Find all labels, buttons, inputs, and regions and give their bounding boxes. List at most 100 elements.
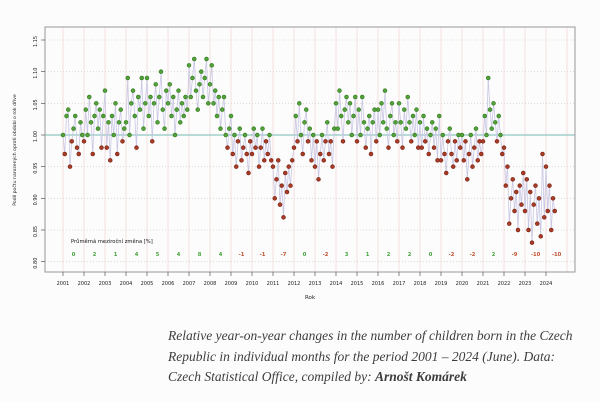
avg-change-value: 2 (387, 252, 391, 258)
data-point (92, 113, 97, 119)
data-point (412, 132, 418, 138)
data-point (368, 151, 374, 157)
x-tick-label: 2004 (120, 281, 133, 287)
data-point (64, 113, 69, 119)
data-point (344, 94, 349, 100)
trend-line (62, 58, 556, 243)
data-point (276, 158, 281, 163)
data-point (400, 145, 405, 150)
data-point (386, 145, 391, 150)
data-point (263, 139, 269, 144)
data-point (246, 170, 251, 176)
x-tick-label: 2009 (225, 281, 238, 287)
data-point (114, 151, 120, 157)
data-point (93, 101, 99, 106)
data-point (235, 139, 241, 144)
data-point (288, 183, 293, 188)
data-point (241, 145, 246, 150)
avg-change-value: 0 (303, 252, 307, 258)
data-point (206, 101, 211, 106)
data-point (298, 132, 304, 138)
data-point (346, 120, 351, 125)
data-point (167, 82, 173, 87)
data-point (311, 132, 316, 138)
data-point (384, 126, 390, 131)
data-point (391, 132, 397, 138)
data-point (472, 145, 477, 150)
data-point (290, 158, 295, 163)
data-point (515, 227, 521, 233)
data-point (253, 145, 258, 150)
data-point (230, 151, 236, 157)
data-points (60, 56, 557, 245)
caption-line-1: Relative year-on-year changes in the num… (168, 328, 573, 343)
data-point (326, 151, 332, 157)
x-tick-label: 2008 (204, 281, 217, 287)
data-point (118, 107, 123, 112)
avg-change-value: 4 (135, 252, 139, 258)
avg-change-value: -2 (323, 252, 329, 258)
data-point (95, 126, 101, 131)
avg-change-value: -10 (531, 252, 541, 258)
data-point (541, 215, 547, 220)
data-point (144, 75, 150, 81)
data-point (181, 113, 187, 119)
data-point (536, 196, 542, 201)
data-point (398, 120, 404, 125)
data-point (62, 151, 67, 157)
data-point (480, 139, 486, 144)
data-point (463, 139, 468, 144)
avg-change-value: 2 (492, 252, 496, 258)
data-point (543, 164, 549, 169)
data-point (158, 69, 164, 74)
data-point (65, 107, 71, 112)
figure-caption: Relative year-on-year changes in the num… (168, 326, 598, 388)
data-point (125, 75, 130, 81)
data-point (339, 113, 344, 119)
data-point (213, 88, 218, 93)
data-point (85, 132, 90, 138)
data-point (102, 88, 108, 93)
data-point (433, 126, 439, 131)
data-point (349, 132, 355, 138)
data-point (520, 170, 526, 176)
y-tick-label: 0.90 (33, 194, 39, 205)
data-point (78, 120, 83, 125)
data-point (353, 94, 358, 100)
data-point (451, 164, 456, 169)
data-point (445, 139, 451, 144)
data-point (540, 151, 545, 157)
data-point (200, 94, 206, 100)
data-point (228, 113, 234, 119)
data-point (403, 126, 409, 131)
data-point (197, 82, 202, 87)
x-tick-label: 2006 (162, 281, 175, 287)
data-point (293, 113, 299, 119)
data-point (116, 120, 122, 125)
data-point (524, 177, 529, 182)
plot-border (44, 26, 576, 273)
data-point (389, 101, 395, 106)
data-point (452, 139, 458, 144)
data-point (218, 126, 223, 131)
data-point (534, 221, 540, 226)
data-point (137, 107, 143, 112)
data-point (526, 227, 531, 233)
data-point (522, 208, 528, 214)
data-point (367, 113, 372, 119)
data-point (239, 158, 244, 163)
data-point (442, 151, 447, 157)
data-point (430, 120, 435, 125)
avg-change-value: 8 (198, 252, 202, 258)
data-point (356, 107, 362, 112)
data-point (297, 101, 302, 106)
data-point (410, 113, 416, 119)
data-point (109, 113, 115, 119)
y-tick-label: 0.95 (33, 163, 39, 174)
avg-change-value: 5 (156, 252, 160, 258)
data-point (178, 120, 183, 125)
avg-change-value: 2 (93, 252, 97, 258)
avg-change-value: 1 (114, 252, 118, 258)
data-point (60, 132, 66, 138)
data-point (486, 75, 491, 81)
